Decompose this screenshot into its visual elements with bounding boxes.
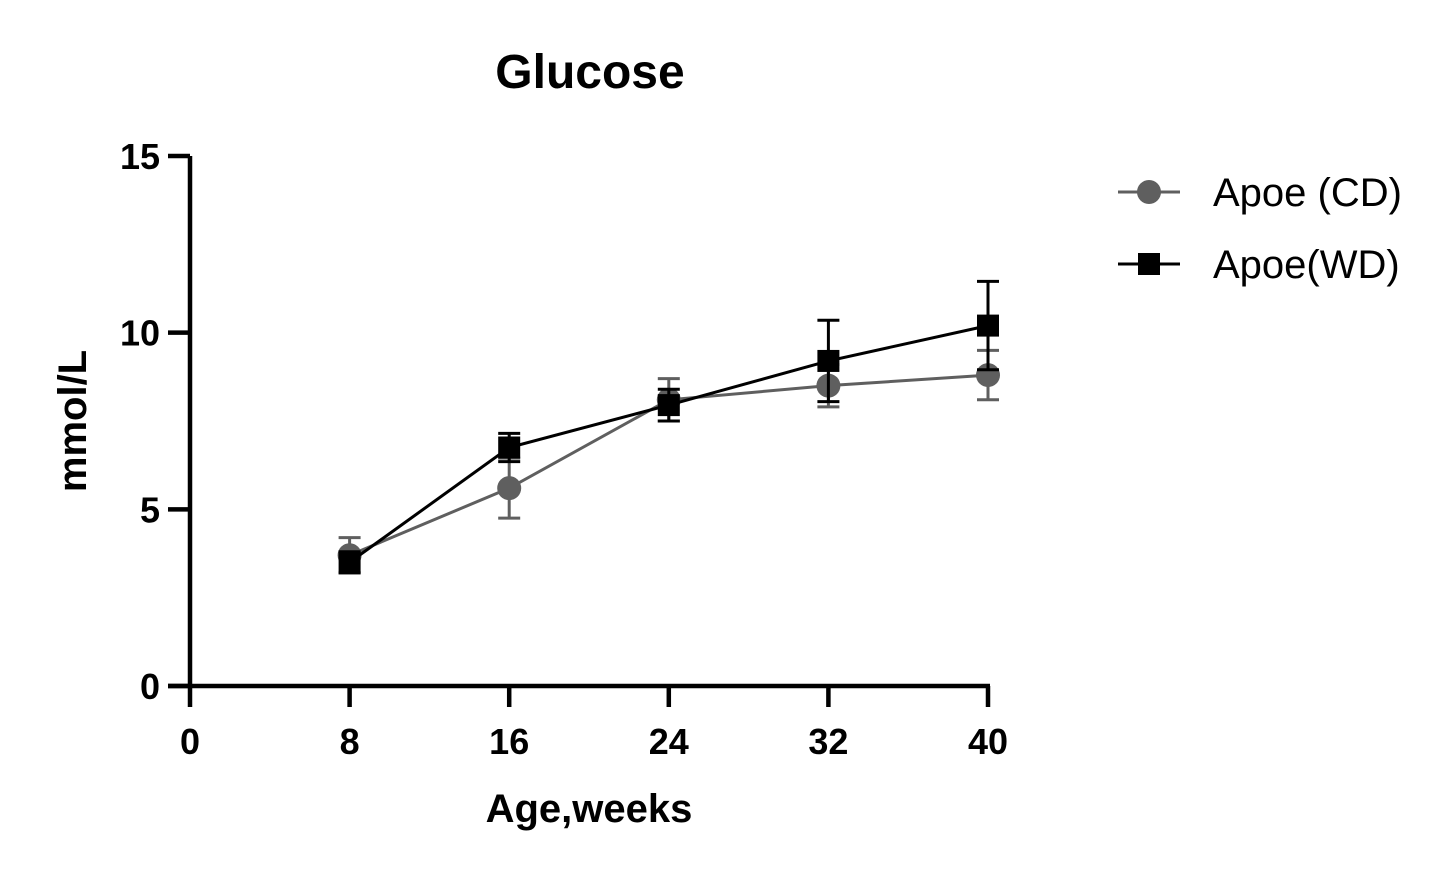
y-tick-label: 10 [120, 313, 160, 354]
legend-marker [1137, 180, 1161, 204]
x-tick-label: 8 [340, 721, 360, 762]
y-tick-label: 15 [120, 136, 160, 177]
x-tick-label: 24 [649, 721, 689, 762]
y-axis-label: mmol/L [51, 350, 95, 492]
x-tick-label: 16 [489, 721, 529, 762]
legend-marker [1138, 253, 1160, 275]
series-layer [337, 279, 1000, 575]
legend-item: Apoe (CD) [1118, 171, 1402, 215]
axes [168, 156, 990, 689]
chart-title: Glucose [495, 46, 684, 99]
data-point [817, 349, 840, 372]
y-tick-label: 0 [140, 666, 160, 707]
ticks: 0 5 10 15 0 8 16 24 32 40 [120, 136, 1008, 762]
x-axis-label: Age,weeks [486, 787, 693, 831]
series-line [348, 324, 989, 564]
legend: Apoe (CD) Apoe(WD) [1118, 171, 1402, 287]
data-point [497, 476, 522, 501]
data-point [977, 314, 999, 337]
data-point [657, 394, 680, 417]
legend-item: Apoe(WD) [1118, 243, 1400, 287]
data-point [338, 551, 361, 574]
x-tick-label: 32 [808, 721, 848, 762]
x-tick-label: 0 [180, 721, 200, 762]
data-point [498, 436, 521, 459]
legend-label: Apoe(WD) [1213, 243, 1400, 287]
series-1 [338, 279, 999, 575]
series-0 [337, 348, 1000, 575]
legend-label: Apoe (CD) [1213, 171, 1402, 215]
x-tick-label: 40 [968, 721, 1008, 762]
y-tick-label: 5 [140, 489, 160, 530]
